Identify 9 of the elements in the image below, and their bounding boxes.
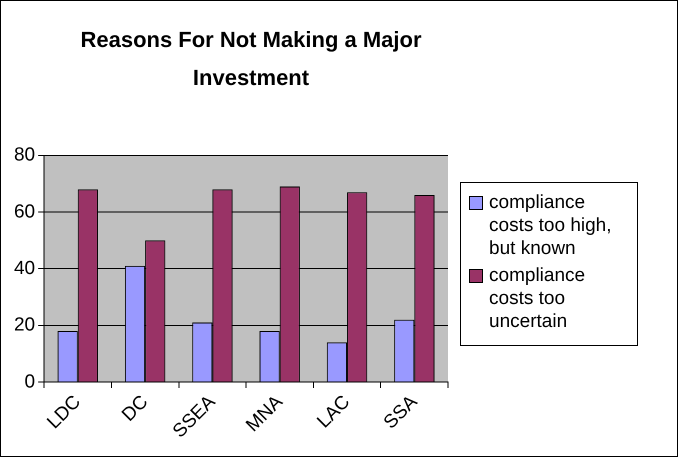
y-tick-label: 60 [14,201,36,222]
y-tick-label: 0 [24,371,36,392]
y-tick-label: 20 [14,314,36,336]
legend-label: compliance costs too uncertain [489,264,586,333]
x-tick-label: DC [118,391,152,426]
chart-title: Reasons For Not Making a Major Investment [79,26,423,92]
y-tick-label: 80 [14,144,36,166]
x-tick-label: SSA [380,391,422,434]
y-tick-label: 40 [14,258,36,279]
